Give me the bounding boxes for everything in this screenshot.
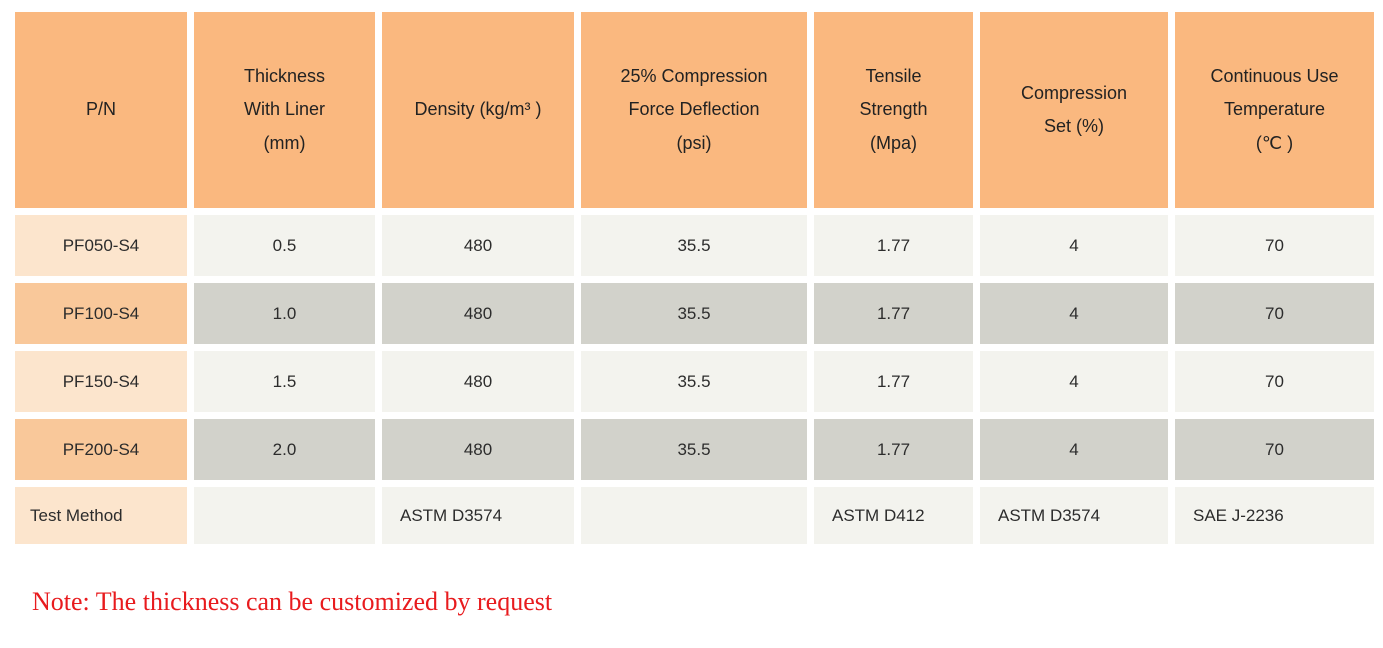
value-cell <box>194 487 375 544</box>
pn-cell: PF050-S4 <box>15 215 187 276</box>
table-row-test-method: Test Method ASTM D3574 ASTM D412 ASTM D3… <box>15 487 1374 544</box>
column-header-density: Density (kg/m³ ) <box>382 12 574 208</box>
column-header-thickness: Thickness With Liner (mm) <box>194 12 375 208</box>
value-cell: 35.5 <box>581 351 807 412</box>
value-cell: 1.77 <box>814 215 973 276</box>
column-header-pn: P/N <box>15 12 187 208</box>
value-cell: 35.5 <box>581 215 807 276</box>
table-row-pf100: PF100-S4 1.0 480 35.5 1.77 4 70 <box>15 283 1374 344</box>
value-cell: 1.77 <box>814 283 973 344</box>
table-row-pf050: PF050-S4 0.5 480 35.5 1.77 4 70 <box>15 215 1374 276</box>
value-cell: 4 <box>980 419 1168 480</box>
value-cell <box>581 487 807 544</box>
value-cell: ASTM D412 <box>814 487 973 544</box>
value-cell: 4 <box>980 283 1168 344</box>
value-cell: 4 <box>980 215 1168 276</box>
pn-cell: Test Method <box>15 487 187 544</box>
value-cell: 480 <box>382 283 574 344</box>
value-cell: 1.77 <box>814 351 973 412</box>
pn-cell: PF150-S4 <box>15 351 187 412</box>
table-row-pf150: PF150-S4 1.5 480 35.5 1.77 4 70 <box>15 351 1374 412</box>
value-cell: ASTM D3574 <box>382 487 574 544</box>
value-cell: 70 <box>1175 419 1374 480</box>
table-row-pf200: PF200-S4 2.0 480 35.5 1.77 4 70 <box>15 419 1374 480</box>
value-cell: SAE J-2236 <box>1175 487 1374 544</box>
value-cell: 480 <box>382 215 574 276</box>
value-cell: 35.5 <box>581 283 807 344</box>
material-spec-table: P/N Thickness With Liner (mm) Density (k… <box>8 5 1381 551</box>
column-header-temperature: Continuous Use Temperature (℃ ) <box>1175 12 1374 208</box>
value-cell: 1.77 <box>814 419 973 480</box>
column-header-tensile-strength: Tensile Strength (Mpa) <box>814 12 973 208</box>
value-cell: 480 <box>382 351 574 412</box>
value-cell: 1.5 <box>194 351 375 412</box>
pn-cell: PF100-S4 <box>15 283 187 344</box>
value-cell: 1.0 <box>194 283 375 344</box>
column-header-compression-force-deflection: 25% Compression Force Deflection (psi) <box>581 12 807 208</box>
value-cell: 2.0 <box>194 419 375 480</box>
value-cell: 70 <box>1175 215 1374 276</box>
value-cell: 70 <box>1175 351 1374 412</box>
value-cell: ASTM D3574 <box>980 487 1168 544</box>
column-header-compression-set: Compression Set (%) <box>980 12 1168 208</box>
table-header-row: P/N Thickness With Liner (mm) Density (k… <box>15 12 1374 208</box>
value-cell: 35.5 <box>581 419 807 480</box>
value-cell: 0.5 <box>194 215 375 276</box>
value-cell: 480 <box>382 419 574 480</box>
value-cell: 4 <box>980 351 1168 412</box>
customization-note: Note: The thickness can be customized by… <box>32 587 553 616</box>
value-cell: 70 <box>1175 283 1374 344</box>
pn-cell: PF200-S4 <box>15 419 187 480</box>
